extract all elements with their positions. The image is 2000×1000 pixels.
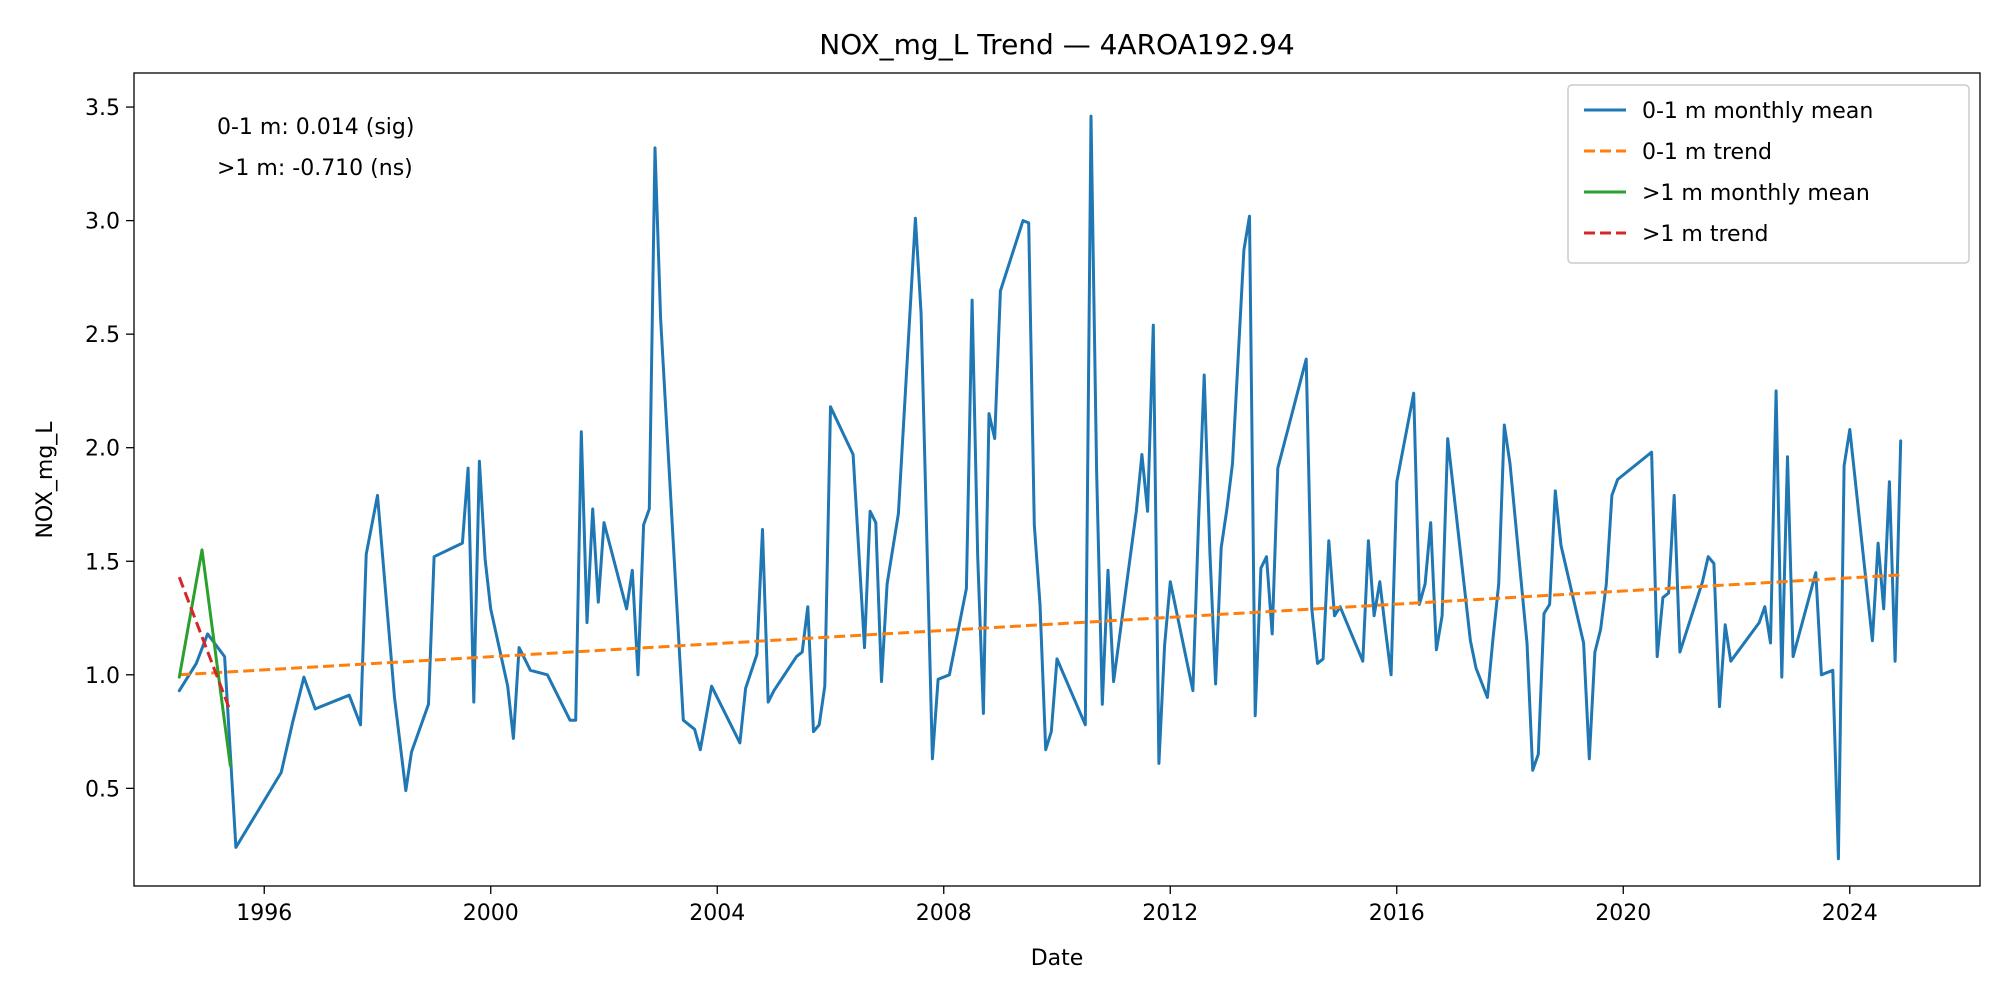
legend-label: 0-1 m trend <box>1642 140 1772 165</box>
x-tick-label: 2016 <box>1369 901 1425 926</box>
y-tick-label: 0.5 <box>85 777 120 802</box>
series-line-4 <box>177 576 232 712</box>
legend-label: >1 m monthly mean <box>1642 181 1870 206</box>
annotation-shallow-slope: 0-1 m: 0.014 (sig) <box>217 115 414 140</box>
y-axis-title: NOX_mg_L <box>33 421 58 539</box>
y-tick-label: 3.0 <box>85 210 120 235</box>
y-axis: 0.5 1.0 1.5 2.0 2.5 3.0 3.5 <box>85 96 134 802</box>
y-tick-label: 3.5 <box>85 96 120 121</box>
series-line-3 <box>177 548 232 768</box>
series-layer <box>177 114 1903 861</box>
x-tick-label: 2000 <box>463 901 519 926</box>
x-axis: 1996 2000 2004 2008 2012 2016 2020 2024 <box>236 886 1878 926</box>
x-axis-title: Date <box>1031 946 1084 971</box>
x-tick-label: 2012 <box>1142 901 1198 926</box>
x-tick-label: 2024 <box>1822 901 1878 926</box>
legend: 0-1 m monthly mean 0-1 m trend >1 m monthl… <box>1567 84 1970 264</box>
y-tick-label: 1.5 <box>85 550 120 575</box>
x-tick-label: 2020 <box>1595 901 1651 926</box>
plot-area <box>133 72 1981 887</box>
legend-label: >1 m trend <box>1642 222 1768 247</box>
x-tick-label: 1996 <box>236 901 292 926</box>
x-tick-label: 2008 <box>916 901 972 926</box>
legend-label: 0-1 m monthly mean <box>1642 99 1873 124</box>
chart-title: NOX_mg_L Trend — 4AROA192.94 <box>819 28 1294 61</box>
y-tick-label: 2.5 <box>85 323 120 348</box>
x-tick-label: 2004 <box>689 901 745 926</box>
legend-box <box>1567 84 1970 264</box>
series-line-1 <box>177 114 1903 861</box>
y-tick-label: 1.0 <box>85 664 120 689</box>
annotation-deep-slope: >1 m: -0.710 (ns) <box>217 156 413 181</box>
axes-frame <box>133 72 1981 887</box>
y-tick-label: 2.0 <box>85 437 120 462</box>
